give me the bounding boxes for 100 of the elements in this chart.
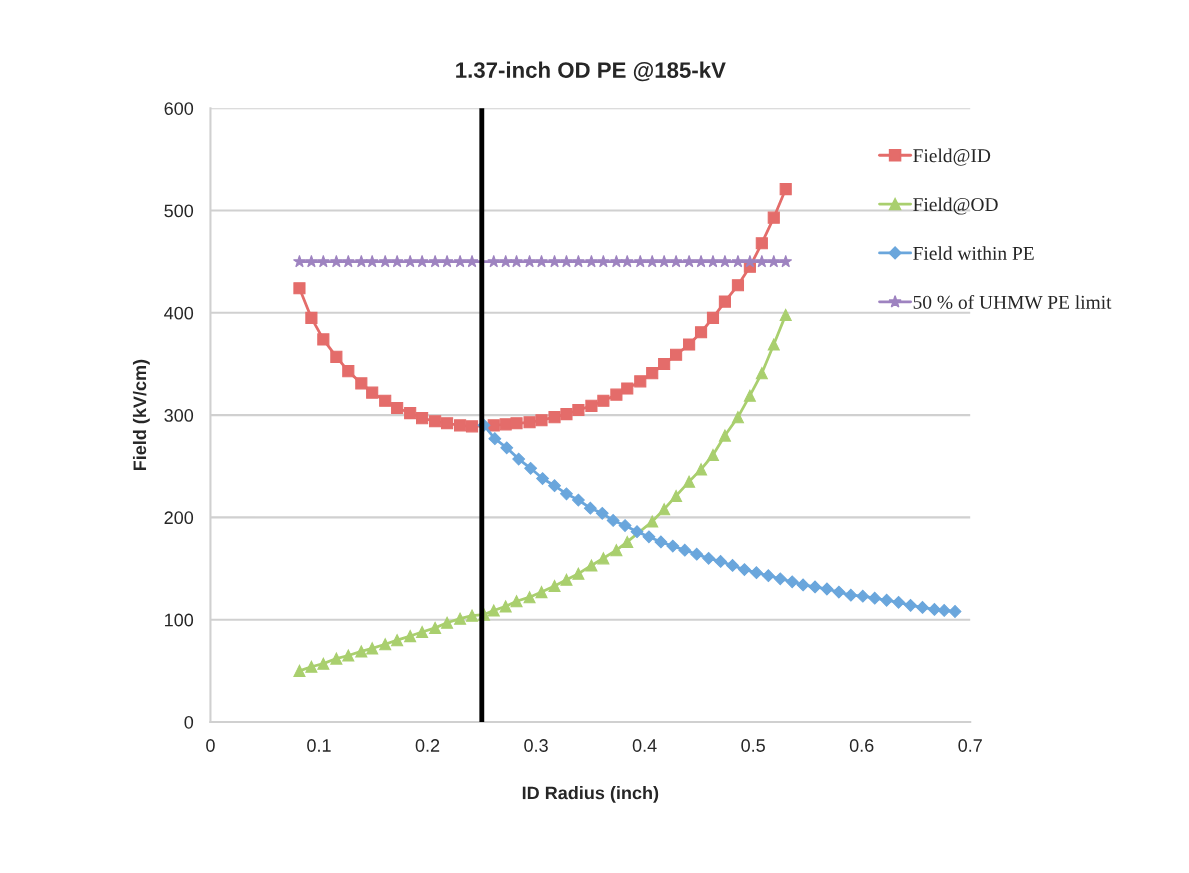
point — [548, 254, 561, 268]
point — [892, 595, 905, 609]
point — [694, 326, 708, 339]
point — [773, 572, 787, 586]
point — [706, 254, 720, 268]
point — [572, 403, 585, 417]
point — [341, 254, 355, 268]
point — [330, 350, 343, 363]
point — [510, 417, 523, 430]
point — [404, 406, 417, 420]
point — [523, 591, 536, 604]
point — [731, 411, 745, 424]
point — [391, 401, 404, 415]
point — [702, 551, 716, 565]
point — [796, 578, 810, 592]
point — [755, 254, 769, 268]
point — [820, 582, 834, 596]
point — [342, 365, 355, 378]
point — [738, 563, 751, 576]
point — [403, 254, 417, 268]
point — [366, 386, 379, 399]
point — [609, 254, 623, 268]
point — [488, 432, 502, 446]
point — [694, 463, 708, 476]
point — [657, 254, 671, 268]
point — [633, 254, 647, 268]
x-tick-label: 0.2 — [415, 739, 440, 752]
point — [634, 375, 647, 388]
point — [868, 591, 882, 605]
point — [597, 394, 610, 407]
point — [767, 338, 780, 351]
point — [731, 254, 745, 268]
point — [718, 254, 732, 268]
point — [454, 612, 467, 625]
point — [706, 448, 720, 462]
point — [779, 308, 792, 321]
point — [465, 420, 479, 433]
point — [487, 254, 501, 268]
y-tick-label: 300 — [164, 409, 194, 422]
point — [880, 593, 894, 607]
point — [642, 530, 656, 544]
point — [415, 254, 429, 268]
point — [379, 394, 392, 407]
point — [937, 604, 951, 617]
point — [404, 629, 417, 643]
point — [453, 254, 467, 268]
point — [694, 254, 708, 268]
point — [779, 182, 792, 196]
legend-label: Field@ID — [913, 148, 991, 166]
point — [755, 237, 768, 250]
x-tick-label: 0.6 — [849, 739, 874, 752]
point — [329, 254, 343, 268]
x-tick-label: 0.5 — [741, 739, 765, 752]
point — [500, 441, 514, 455]
point — [465, 254, 479, 268]
point — [305, 660, 318, 673]
point — [670, 489, 683, 502]
point — [535, 585, 548, 599]
point — [355, 645, 368, 658]
point — [808, 580, 822, 594]
point — [429, 415, 442, 428]
point — [548, 479, 561, 493]
point — [535, 414, 548, 427]
point — [560, 408, 573, 421]
x-tick-label: 0 — [206, 739, 215, 752]
point — [523, 416, 536, 429]
point — [440, 417, 454, 430]
point — [535, 254, 548, 268]
point — [666, 539, 680, 553]
point — [654, 535, 668, 549]
point — [690, 547, 704, 561]
point — [366, 642, 379, 655]
y-axis-title: Field (kV/cm) — [132, 359, 150, 471]
point — [571, 493, 585, 507]
point — [726, 559, 739, 572]
point — [560, 254, 573, 268]
point — [595, 506, 609, 520]
point — [832, 585, 846, 599]
x-tick-label: 0.7 — [958, 739, 982, 752]
point — [510, 254, 523, 268]
point — [714, 554, 727, 568]
point — [316, 254, 330, 268]
y-tick-label: 400 — [164, 306, 194, 320]
point — [669, 254, 683, 268]
point — [391, 634, 404, 647]
point — [779, 254, 793, 268]
point — [767, 211, 780, 224]
point — [585, 399, 598, 412]
point — [548, 579, 561, 593]
point — [583, 501, 597, 515]
point — [630, 525, 644, 539]
point — [440, 254, 454, 268]
point — [584, 254, 598, 268]
point — [743, 254, 757, 268]
point — [718, 429, 731, 442]
point — [317, 333, 330, 346]
point — [560, 573, 573, 586]
point — [305, 311, 318, 325]
point — [731, 279, 745, 292]
point — [330, 652, 343, 665]
